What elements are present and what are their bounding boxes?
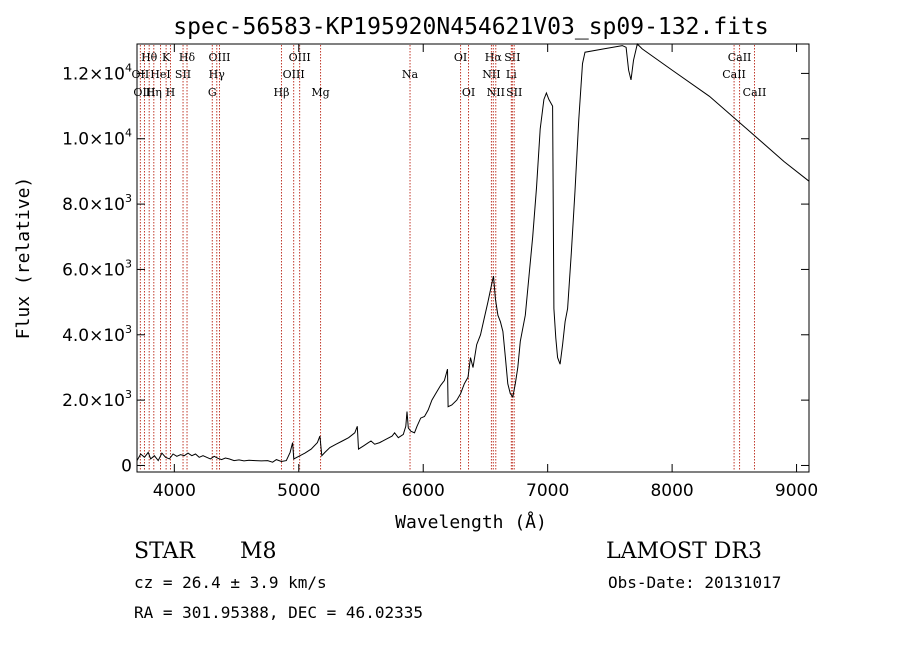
line-marker-label: SII [504,51,520,64]
y-tick-label: 0 [121,456,132,476]
line-marker-label: NII [487,86,505,99]
y-tick-label: 4.0×103 [62,323,132,346]
coordinates-text: RA = 301.95388, DEC = 46.02335 [134,603,423,622]
line-marker-label: G [208,86,217,99]
line-marker-label: OIII [208,51,230,64]
y-tick-label: 2.0×103 [62,388,132,411]
line-marker-label: Li [506,68,517,81]
line-marker-label: CaII [728,51,752,64]
x-tick-label: 4000 [153,481,196,501]
line-marker-label: H [166,86,176,99]
x-axis-label: Wavelength (Å) [395,511,547,533]
y-tick-label: 1.2×104 [62,61,132,84]
axis-ticks: 4000 5000 6000 7000 8000 9000 0 2.0×103 4.0×103 6… [62,44,818,501]
line-marker-label: CaII [743,86,767,99]
line-marker-label: OI [454,51,467,64]
line-marker-label: Hβ [274,86,290,99]
y-axis-label: Flux (relative) [13,177,34,340]
line-marker-label: NII [482,68,500,81]
survey-name: LAMOST DR3 [606,539,762,564]
spectral-line-markers: Hθ OII OIII K HeI Hη SII H Hδ OIII Hγ G OIII OIII Hβ Mg… [132,45,767,471]
y-tick-label: 8.0×103 [62,192,132,215]
y-tick-label: 1.0×104 [62,127,132,150]
line-marker-label: OIII [289,51,311,64]
line-marker-label: SII [506,86,522,99]
line-marker-label: HeI [150,68,170,81]
object-subclass: M8 [240,539,277,564]
y-tick-label: 6.0×103 [62,257,132,280]
x-tick-label: 9000 [775,481,818,501]
line-marker-label: CaII [722,68,746,81]
line-marker-label: Hγ [209,68,226,81]
x-tick-label: 6000 [402,481,445,501]
line-marker-label: Hθ [141,51,158,64]
object-class: STAR [134,539,195,564]
line-marker-label: SII [175,68,191,81]
line-marker-label: OIII [283,68,305,81]
x-tick-label: 5000 [277,481,320,501]
line-marker-label: OII [132,68,150,81]
obs-date: Obs-Date: 20131017 [608,573,782,592]
line-marker-label: Mg [311,86,329,99]
line-marker-label: K [162,51,171,64]
line-marker-label: Na [402,68,419,81]
line-marker-label: Hη [146,86,162,99]
x-tick-label: 7000 [526,481,569,501]
line-marker-label: OIII [133,86,155,99]
x-tick-label: 8000 [650,481,693,501]
spectrum-line [136,43,810,463]
chart-title: spec-56583-KP195920N454621V03_sp09-132.f… [173,14,768,40]
line-marker-label: Hα [485,51,503,64]
line-marker-label: OI [462,86,475,99]
plot-frame [136,43,810,473]
line-marker-label: Hδ [179,51,196,64]
redshift-text: cz = 26.4 ± 3.9 km/s [134,573,327,592]
